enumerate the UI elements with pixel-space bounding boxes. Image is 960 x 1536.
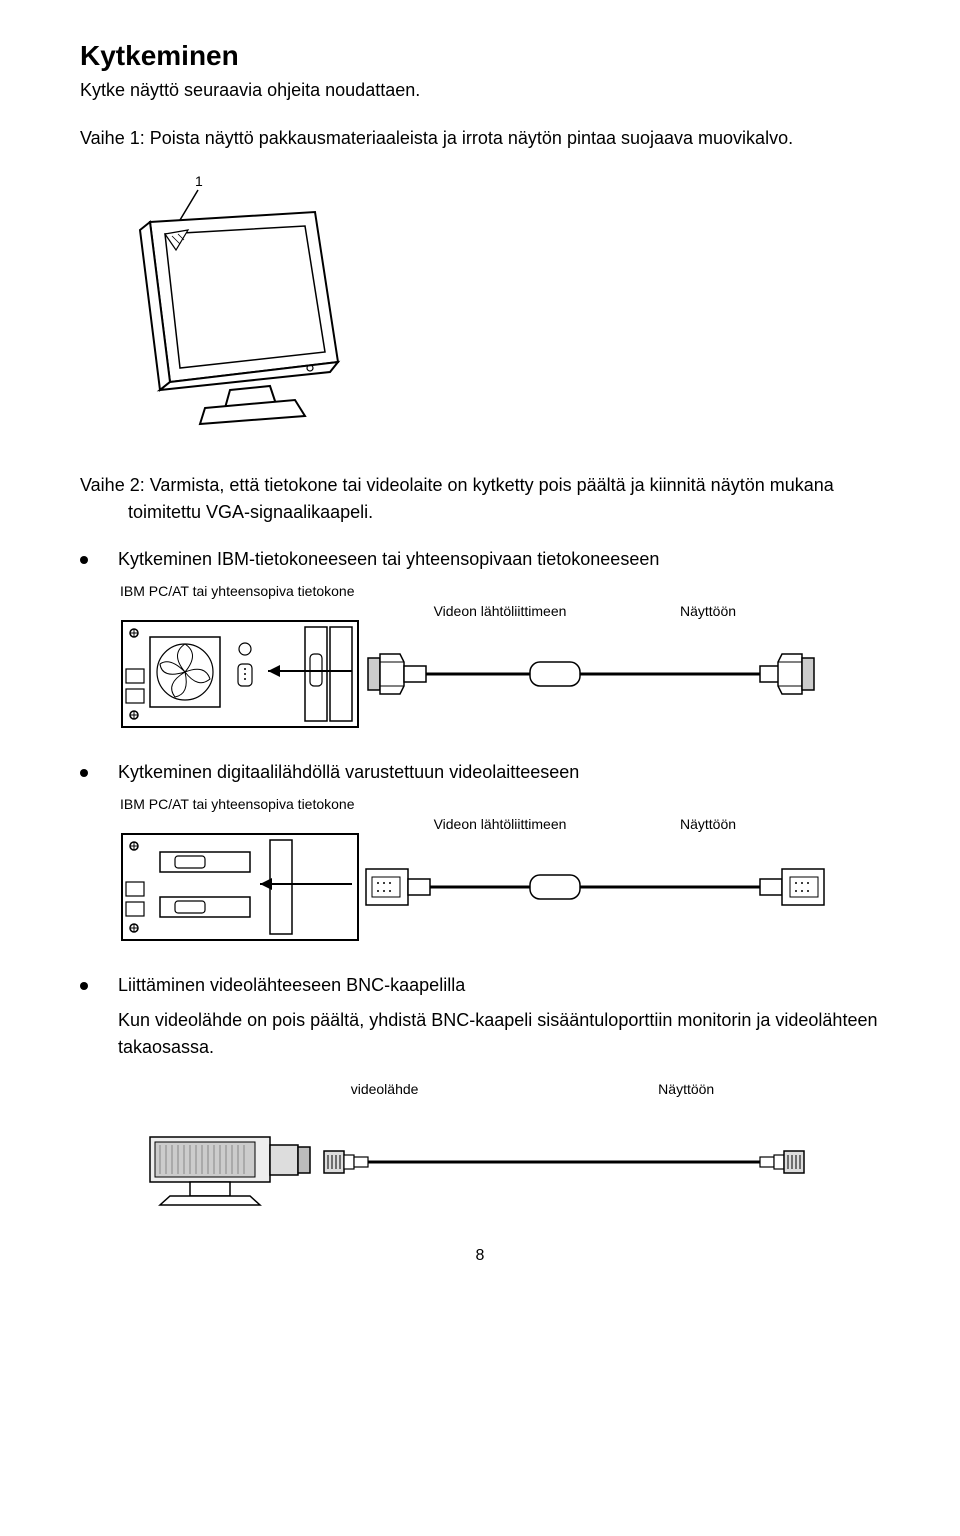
camera-svg	[120, 1117, 320, 1207]
step2-text: Vaihe 2: Varmista, että tietokone tai vi…	[80, 472, 880, 526]
video-source-label: videolähde	[351, 1081, 528, 1097]
connection-row-2	[120, 832, 880, 942]
bullet-icon	[80, 556, 88, 564]
monitor-figure: 1	[80, 172, 880, 432]
connection-row-1	[120, 619, 880, 729]
pc-back-svg	[120, 619, 360, 729]
labels-row-1: Videon lähtöliittimeen Näyttöön	[120, 603, 880, 619]
camera-labels-row: videolähde Näyttöön	[120, 1081, 880, 1097]
pc-caption-1: IBM PC/AT tai yhteensopiva tietokone	[120, 583, 880, 599]
bullet1-block: Kytkeminen IBM-tietokoneeseen tai yhteen…	[80, 546, 880, 573]
vga-cable-svg	[360, 644, 840, 704]
pc-back-svg-2	[120, 832, 360, 942]
labels-row-2: Videon lähtöliittimeen Näyttöön	[120, 816, 880, 832]
video-out-label-1: Videon lähtöliittimeen	[360, 603, 640, 619]
svg-text:1: 1	[195, 173, 203, 189]
to-monitor-label-2: Näyttöön	[640, 816, 880, 832]
pc-caption-2: IBM PC/AT tai yhteensopiva tietokone	[120, 796, 880, 812]
page-title: Kytkeminen	[80, 40, 880, 72]
dvi-cable-svg	[360, 857, 840, 917]
bullet1-text: Kytkeminen IBM-tietokoneeseen tai yhteen…	[118, 546, 659, 573]
bnc-paragraph: Kun videolähde on pois päältä, yhdistä B…	[80, 1007, 880, 1061]
bullet-icon	[80, 769, 88, 777]
bullet3-text: Liittäminen videolähteeseen BNC-kaapelil…	[118, 972, 465, 999]
bnc-cable-svg	[320, 1137, 820, 1187]
monitor-svg: 1	[80, 172, 360, 432]
intro-text: Kytke näyttö seuraavia ohjeita noudattae…	[80, 80, 880, 101]
video-out-label-2: Videon lähtöliittimeen	[360, 816, 640, 832]
bullet-icon	[80, 982, 88, 990]
page-number: 8	[80, 1247, 880, 1265]
bullet2-block: Kytkeminen digitaalilähdöllä varustettuu…	[80, 759, 880, 786]
step1-text: Vaihe 1: Poista näyttö pakkausmateriaale…	[80, 125, 880, 152]
bullet3-block: Liittäminen videolähteeseen BNC-kaapelil…	[80, 972, 880, 999]
to-monitor-label-1: Näyttöön	[640, 603, 880, 619]
to-monitor-label-3: Näyttöön	[528, 1081, 880, 1097]
step2-line1: Vaihe 2: Varmista, että tietokone tai vi…	[80, 475, 834, 495]
camera-row	[120, 1117, 880, 1207]
bullet2-text: Kytkeminen digitaalilähdöllä varustettuu…	[118, 759, 579, 786]
step2-line2: toimitettu VGA-signaalikaapeli.	[80, 502, 373, 522]
